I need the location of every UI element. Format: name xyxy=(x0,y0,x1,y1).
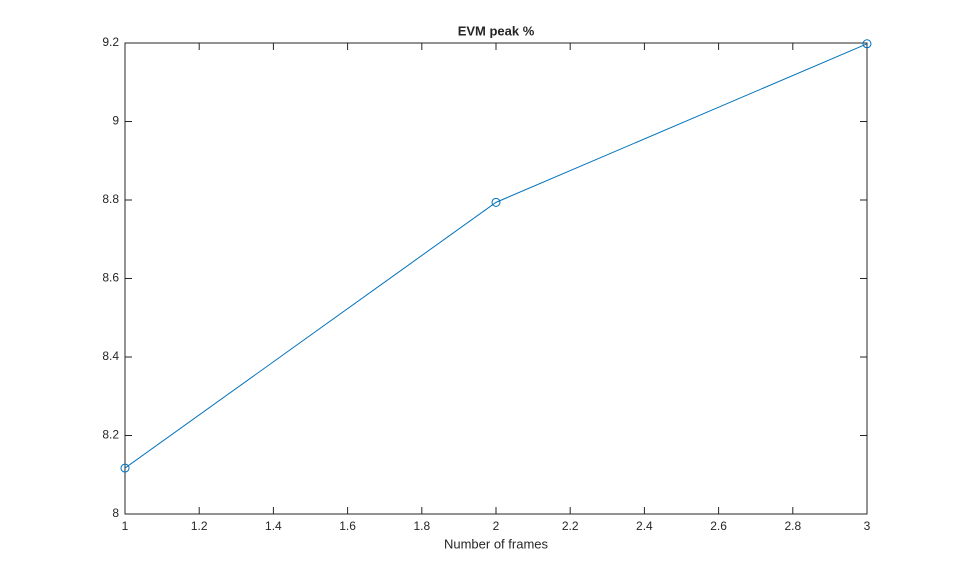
x-axis-label: Number of frames xyxy=(444,536,549,551)
y-tick-label: 8 xyxy=(112,506,119,520)
x-tick-label: 2.8 xyxy=(784,519,801,533)
y-tick-label: 8.8 xyxy=(102,192,119,206)
y-tick-label: 8.2 xyxy=(102,428,119,442)
marker xyxy=(491,197,501,207)
marker xyxy=(120,463,130,473)
x-tick-label: 2.6 xyxy=(710,519,727,533)
y-tick-label: 9 xyxy=(112,114,119,128)
y-tick-label: 8.6 xyxy=(102,271,119,285)
x-tick-label: 2.2 xyxy=(562,519,579,533)
chart-title: EVM peak % xyxy=(458,23,535,38)
x-tick-label: 1.2 xyxy=(191,519,208,533)
x-tick-label: 1.8 xyxy=(413,519,430,533)
line xyxy=(124,43,868,469)
x-tick-label: 1 xyxy=(122,519,129,533)
y-tick-label: 8.4 xyxy=(102,349,119,363)
x-tick-label: 2 xyxy=(493,519,500,533)
x-tick-label: 1.6 xyxy=(339,519,356,533)
x-tick-label: 1.4 xyxy=(265,519,282,533)
marker xyxy=(862,39,872,49)
x-tick-label: 2.4 xyxy=(636,519,653,533)
y-tick-label: 9.2 xyxy=(102,35,119,49)
x-tick-label: 3 xyxy=(864,519,871,533)
